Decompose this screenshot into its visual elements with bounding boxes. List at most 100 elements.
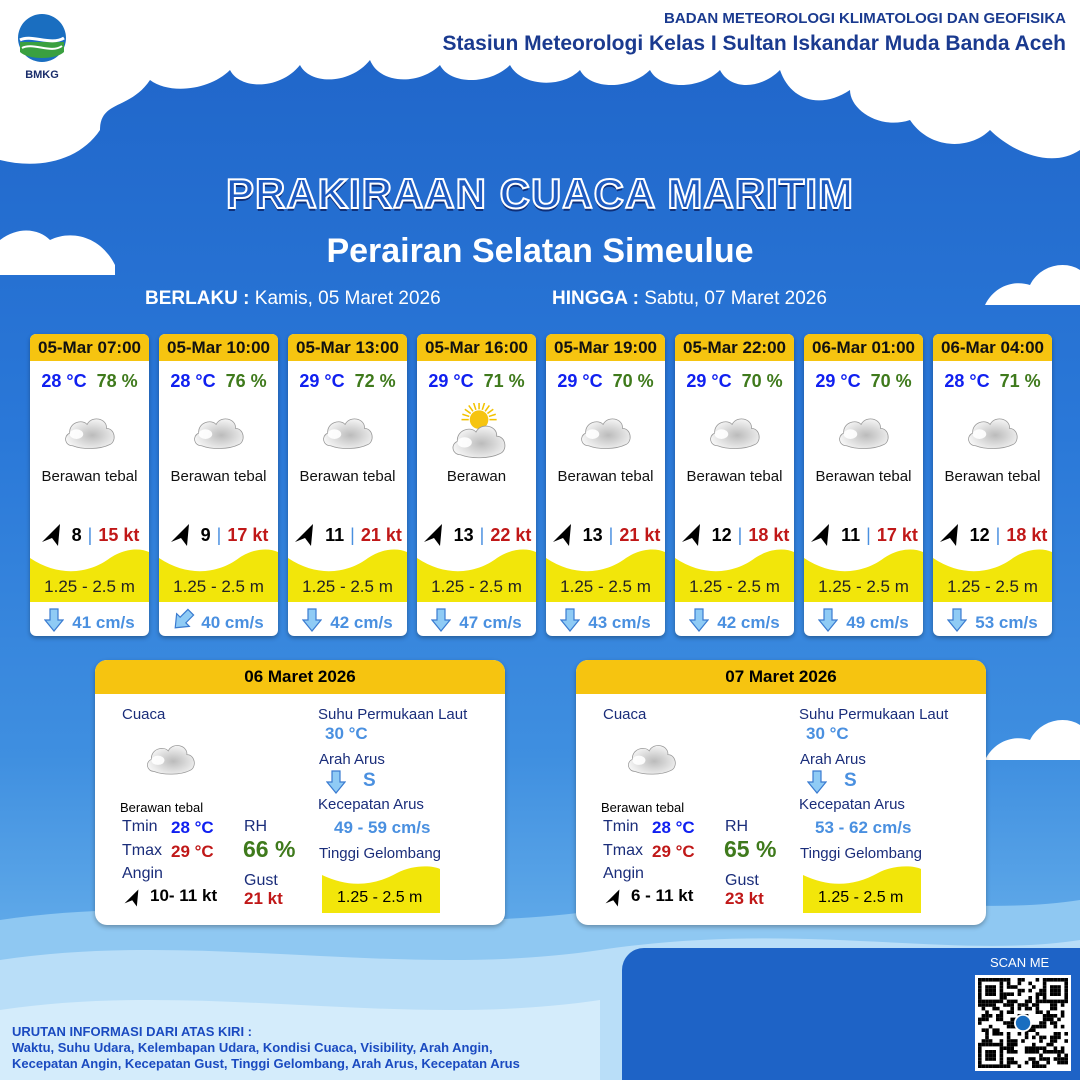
air-temperature: 29 °C bbox=[428, 371, 474, 391]
current-direction-label: Arah Arus bbox=[319, 751, 385, 768]
current-direction-value: S bbox=[844, 770, 857, 791]
wave-shape bbox=[417, 549, 536, 602]
rh-label: RH bbox=[725, 818, 749, 835]
wave-shape bbox=[803, 866, 921, 913]
page-title: PRAKIRAAN CUACA MARITIM bbox=[225, 169, 855, 218]
tmax-value: 29 °C bbox=[171, 842, 214, 861]
forecast-card: 05-Mar 22:00 29 °C 70 % Berawan tebal 12… bbox=[675, 334, 794, 636]
wind-direction-icon bbox=[681, 524, 700, 546]
humidity: 71 % bbox=[999, 371, 1041, 391]
forecast-card: 05-Mar 13:00 29 °C 72 % Berawan tebal 11… bbox=[288, 334, 407, 636]
tmin-label: Tmin bbox=[122, 818, 158, 835]
organization-name: BADAN METEOROLOGI KLIMATOLOGI DAN GEOFIS… bbox=[664, 10, 1066, 27]
current-speed: 41 cm/s bbox=[72, 612, 135, 632]
wave-shape bbox=[933, 549, 1052, 602]
current-direction-icon bbox=[302, 608, 323, 636]
current-speed-range: 53 - 62 cm/s bbox=[815, 818, 912, 837]
cloud-decoration bbox=[985, 265, 1080, 305]
tmin-value: 28 °C bbox=[652, 818, 695, 837]
weather-condition: Berawan tebal bbox=[120, 800, 204, 815]
current-direction-label: Arah Arus bbox=[800, 751, 866, 768]
weather-condition: Berawan tebal bbox=[557, 468, 654, 485]
gust-speed: 22 kt bbox=[490, 524, 532, 545]
wind-speed: 8 bbox=[71, 524, 82, 545]
air-temperature: 28 °C bbox=[170, 371, 216, 391]
daily-summary-panel: 07 Maret 2026 Cuaca Cuaca Berawan tebal … bbox=[576, 660, 986, 925]
humidity: 70 % bbox=[870, 371, 912, 391]
humidity: 71 % bbox=[483, 371, 525, 391]
current-speed-label: Kecepatan Arus bbox=[799, 796, 905, 813]
cloud-icon bbox=[624, 736, 680, 782]
air-temperature: 28 °C bbox=[41, 371, 87, 391]
cloud-icon bbox=[288, 400, 407, 462]
wave-shape bbox=[322, 866, 440, 913]
rh-value: 66 % bbox=[243, 836, 296, 862]
forecast-time: 05-Mar 16:00 bbox=[417, 334, 536, 361]
tmax-label: Tmax bbox=[122, 842, 162, 859]
wave-height: 1.25 - 2.5 m bbox=[44, 577, 135, 596]
weather-label: Cuaca bbox=[603, 706, 647, 723]
gust-speed: 21 kt bbox=[619, 524, 661, 545]
daily-date: 06 Maret 2026 bbox=[95, 660, 505, 694]
cloud-decoration bbox=[0, 230, 115, 275]
forecast-time: 05-Mar 19:00 bbox=[546, 334, 665, 361]
wind-direction-icon bbox=[939, 524, 958, 546]
rh-value: 65 % bbox=[724, 836, 777, 862]
wind-direction-icon bbox=[295, 524, 314, 546]
weather-condition: Berawan tebal bbox=[686, 468, 783, 485]
cloud-icon bbox=[675, 400, 794, 462]
separator: | bbox=[866, 524, 871, 545]
top-clouds bbox=[0, 0, 1080, 164]
wind-direction-icon bbox=[811, 524, 830, 546]
current-speed: 49 cm/s bbox=[846, 612, 909, 632]
humidity: 70 % bbox=[612, 371, 654, 391]
wind-speed: 13 bbox=[582, 524, 603, 545]
separator: | bbox=[350, 524, 355, 545]
gust-label: Gust bbox=[725, 872, 759, 889]
air-temperature: 29 °C bbox=[299, 371, 345, 391]
separator: | bbox=[995, 524, 1001, 545]
valid-from-label: BERLAKU : bbox=[145, 288, 250, 309]
humidity: 78 % bbox=[96, 371, 138, 391]
weather-condition: Berawan tebal bbox=[944, 468, 1041, 485]
wave-height: 1.25 - 2.5 m bbox=[689, 577, 780, 596]
wind-label: Angin bbox=[122, 865, 163, 882]
tmax-label: Tmax bbox=[603, 842, 643, 859]
forecast-card: 05-Mar 16:00 29 °C 71 % Berawan 13 | 22 kt… bbox=[417, 334, 536, 636]
current-direction-icon bbox=[818, 608, 839, 636]
wind-label: Angin bbox=[603, 865, 644, 882]
air-temperature: 28 °C bbox=[944, 371, 990, 391]
humidity: 76 % bbox=[225, 371, 267, 391]
current-direction-value: S bbox=[363, 770, 376, 791]
wind-speed: 9 bbox=[200, 524, 211, 545]
forecast-time: 05-Mar 22:00 bbox=[675, 334, 794, 361]
valid-to: HINGGA : Sabtu, 07 Maret 2026 bbox=[552, 288, 827, 310]
sst-value: 30 °C bbox=[806, 724, 849, 743]
current-direction-icon bbox=[431, 608, 452, 636]
wave-height-label: Tinggi Gelombang bbox=[800, 845, 923, 862]
forecast-card: 05-Mar 19:00 29 °C 70 % Berawan tebal 13… bbox=[546, 334, 665, 636]
gust-value: 23 kt bbox=[725, 889, 764, 908]
separator: | bbox=[608, 524, 614, 545]
qr-code[interactable] bbox=[975, 975, 1071, 1071]
separator: | bbox=[216, 524, 222, 545]
weather-condition: Berawan tebal bbox=[41, 468, 138, 485]
sst-value: 30 °C bbox=[325, 724, 368, 743]
current-direction-icon bbox=[44, 608, 65, 636]
forecast-time: 05-Mar 13:00 bbox=[288, 334, 407, 361]
wind-speed: 11 bbox=[841, 524, 861, 545]
wind-speed-range: 10- 11 kt bbox=[150, 886, 218, 905]
current-speed: 42 cm/s bbox=[330, 612, 393, 632]
wave-shape bbox=[288, 549, 407, 602]
wind-direction-icon bbox=[170, 524, 189, 546]
sst-label: Suhu Permukaan Laut bbox=[318, 706, 468, 723]
rh-label: RH bbox=[244, 818, 268, 835]
wind-direction-icon bbox=[552, 524, 571, 546]
cloud-icon bbox=[143, 736, 199, 782]
current-speed: 40 cm/s bbox=[201, 612, 264, 632]
wave-shape bbox=[546, 549, 665, 602]
gust-speed: 18 kt bbox=[1006, 524, 1048, 545]
tmax-value: 29 °C bbox=[652, 842, 695, 861]
current-speed-range: 49 - 59 cm/s bbox=[334, 818, 431, 837]
gust-speed: 18 kt bbox=[748, 524, 790, 545]
